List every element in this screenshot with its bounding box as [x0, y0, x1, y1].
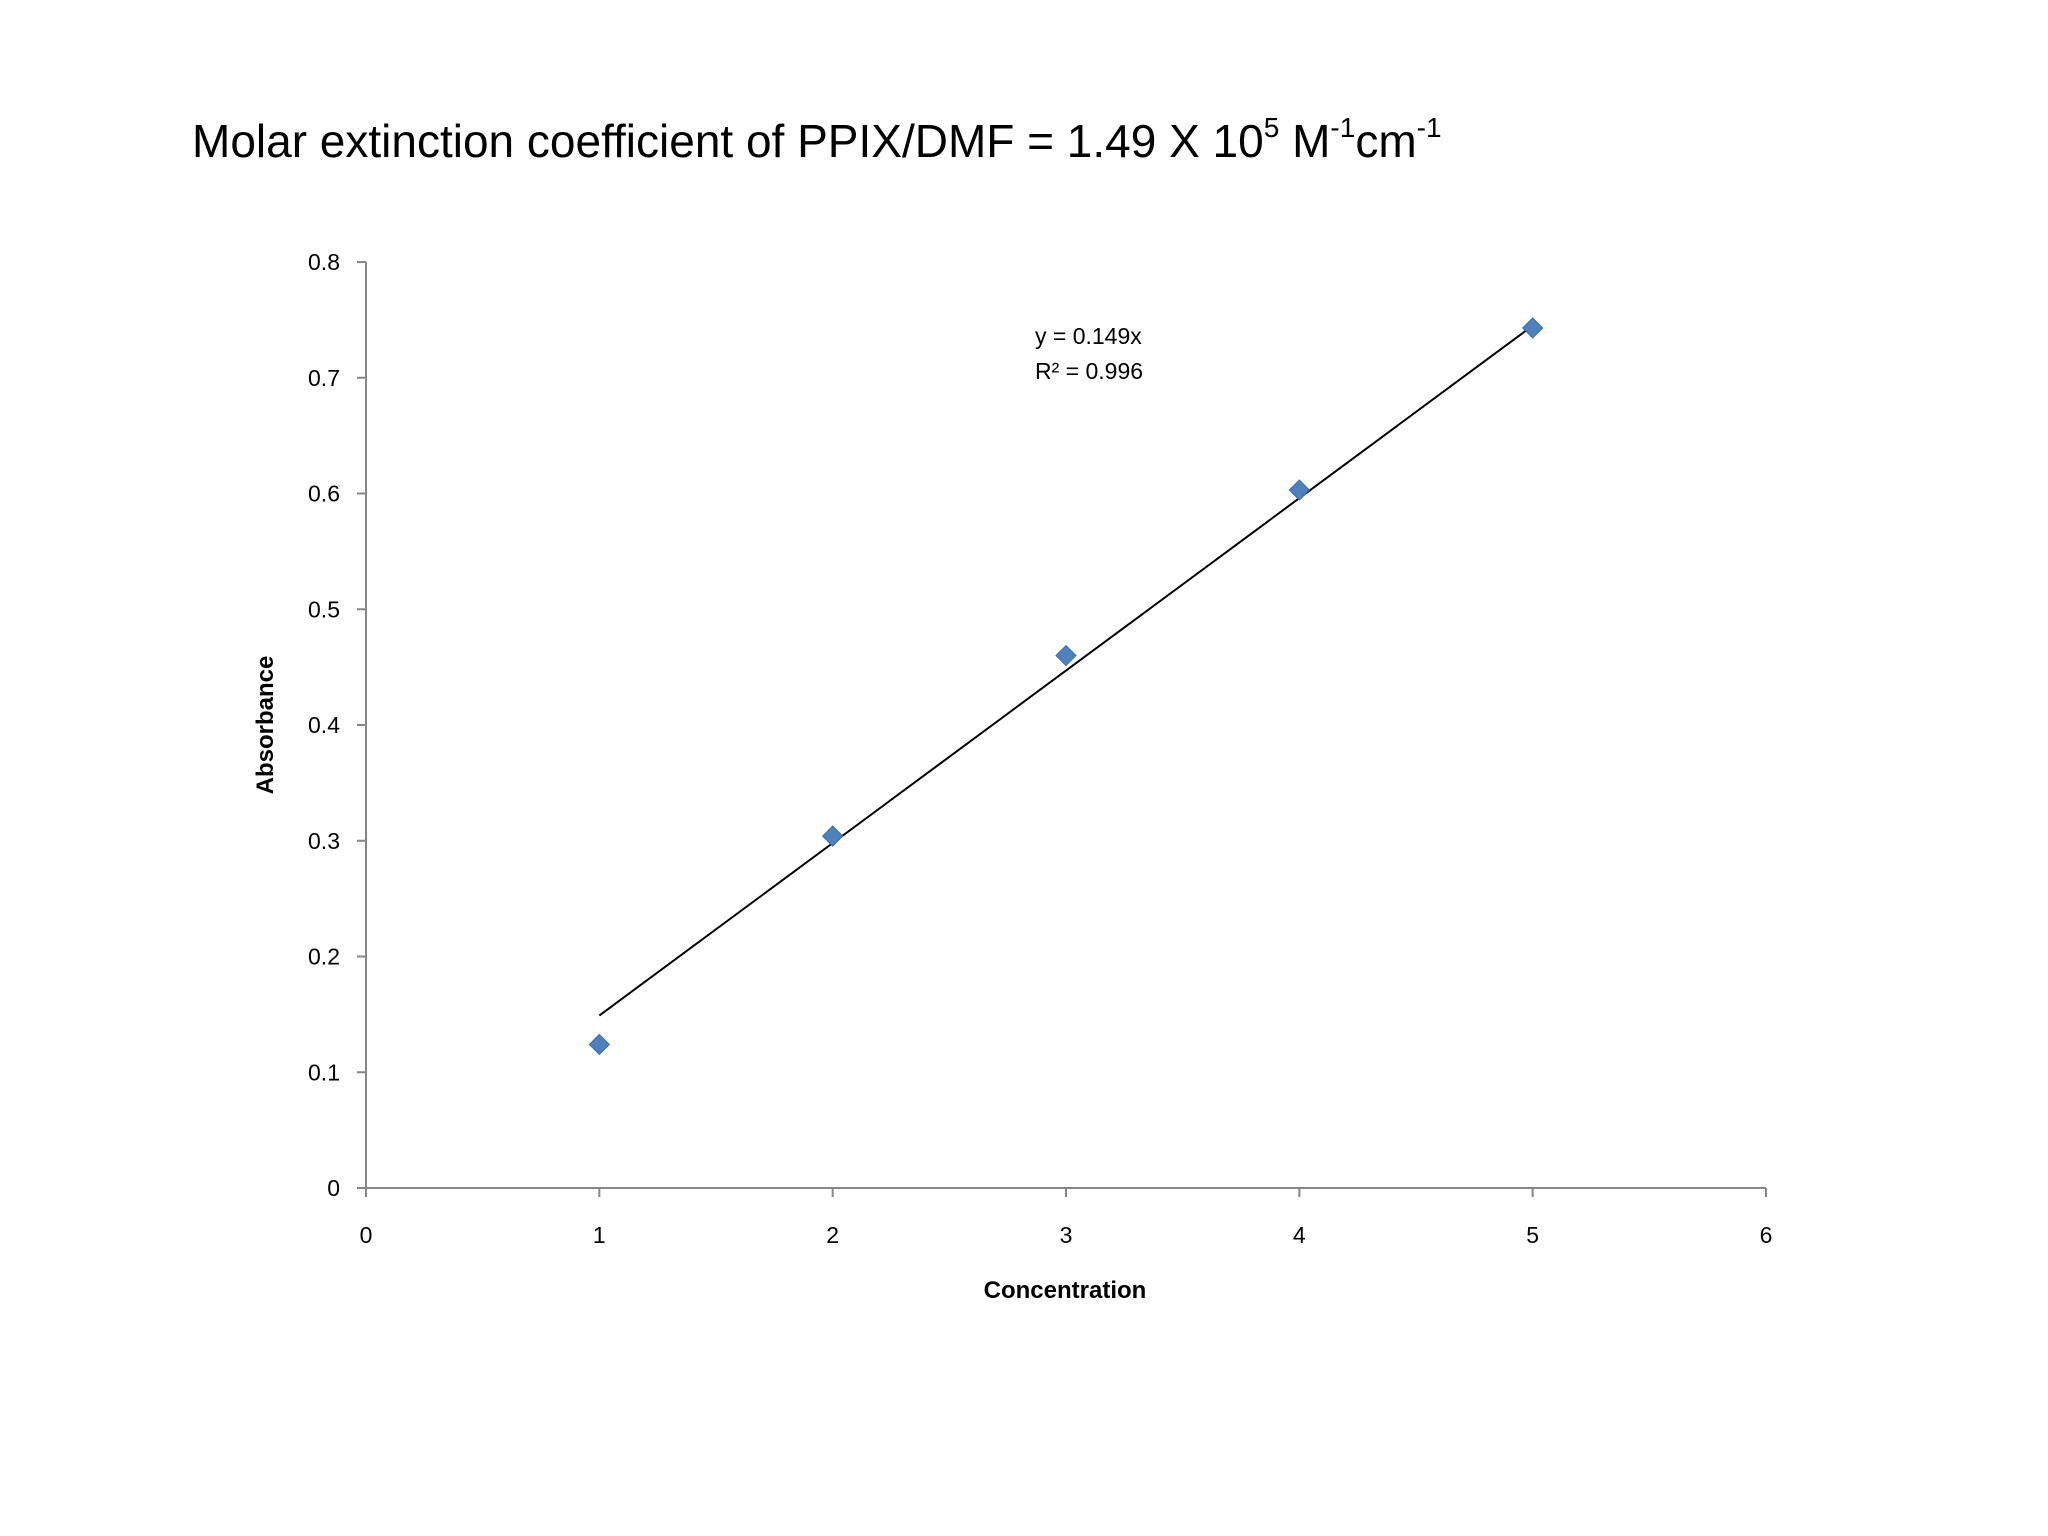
x-axis-label: Concentration: [984, 1277, 1147, 1304]
y-tick-label: 0.7: [308, 365, 340, 391]
trendline-group: [598, 324, 1534, 1017]
trendline-equation: y = 0.149x: [1035, 323, 1142, 349]
x-tick-label: 2: [826, 1222, 839, 1248]
y-tick-label: 0.5: [308, 596, 340, 622]
data-point: [1521, 317, 1544, 339]
y-tick-label: 0.3: [308, 828, 340, 854]
x-tick-label: 0: [360, 1222, 373, 1248]
x-tick-label: 1: [593, 1222, 606, 1248]
y-axis-label: Absorbance: [252, 656, 279, 795]
y-tick-label: 0.8: [308, 249, 340, 275]
trendline: [598, 324, 1534, 1017]
y-tick-label: 0: [327, 1175, 340, 1201]
trendline-r-squared: R² = 0.996: [1035, 358, 1143, 384]
y-tick-label: 0.4: [308, 712, 340, 738]
data-point: [1055, 644, 1077, 667]
y-tick-label: 0.1: [308, 1059, 340, 1085]
data-points: [588, 317, 1544, 1056]
title-exp1: 5: [1263, 112, 1280, 143]
title-exp3: -1: [1416, 112, 1442, 143]
title-unit1: M: [1279, 115, 1331, 167]
data-point: [821, 825, 844, 847]
axes: 0 0.1 0.2 0.3 0.4 0.5 0.6 0.7 0.8 0 1 2 3 4 5 6: [308, 249, 1772, 1248]
title-main: Molar extinction coefficient of PPIX/DMF…: [192, 115, 1264, 167]
title-unit2: cm: [1355, 115, 1417, 167]
data-point: [1288, 479, 1311, 501]
x-tick-label: 6: [1760, 1222, 1773, 1248]
y-tick-label: 0.6: [308, 481, 340, 507]
x-tick-label: 5: [1526, 1222, 1539, 1248]
data-point: [588, 1033, 611, 1056]
x-tick-label: 4: [1293, 1222, 1306, 1248]
y-tick-label: 0.2: [308, 944, 340, 970]
chart-title: Molar extinction coefficient of PPIX/DMF…: [192, 112, 1442, 168]
title-exp2: -1: [1330, 112, 1356, 143]
x-tick-label: 3: [1060, 1222, 1073, 1248]
